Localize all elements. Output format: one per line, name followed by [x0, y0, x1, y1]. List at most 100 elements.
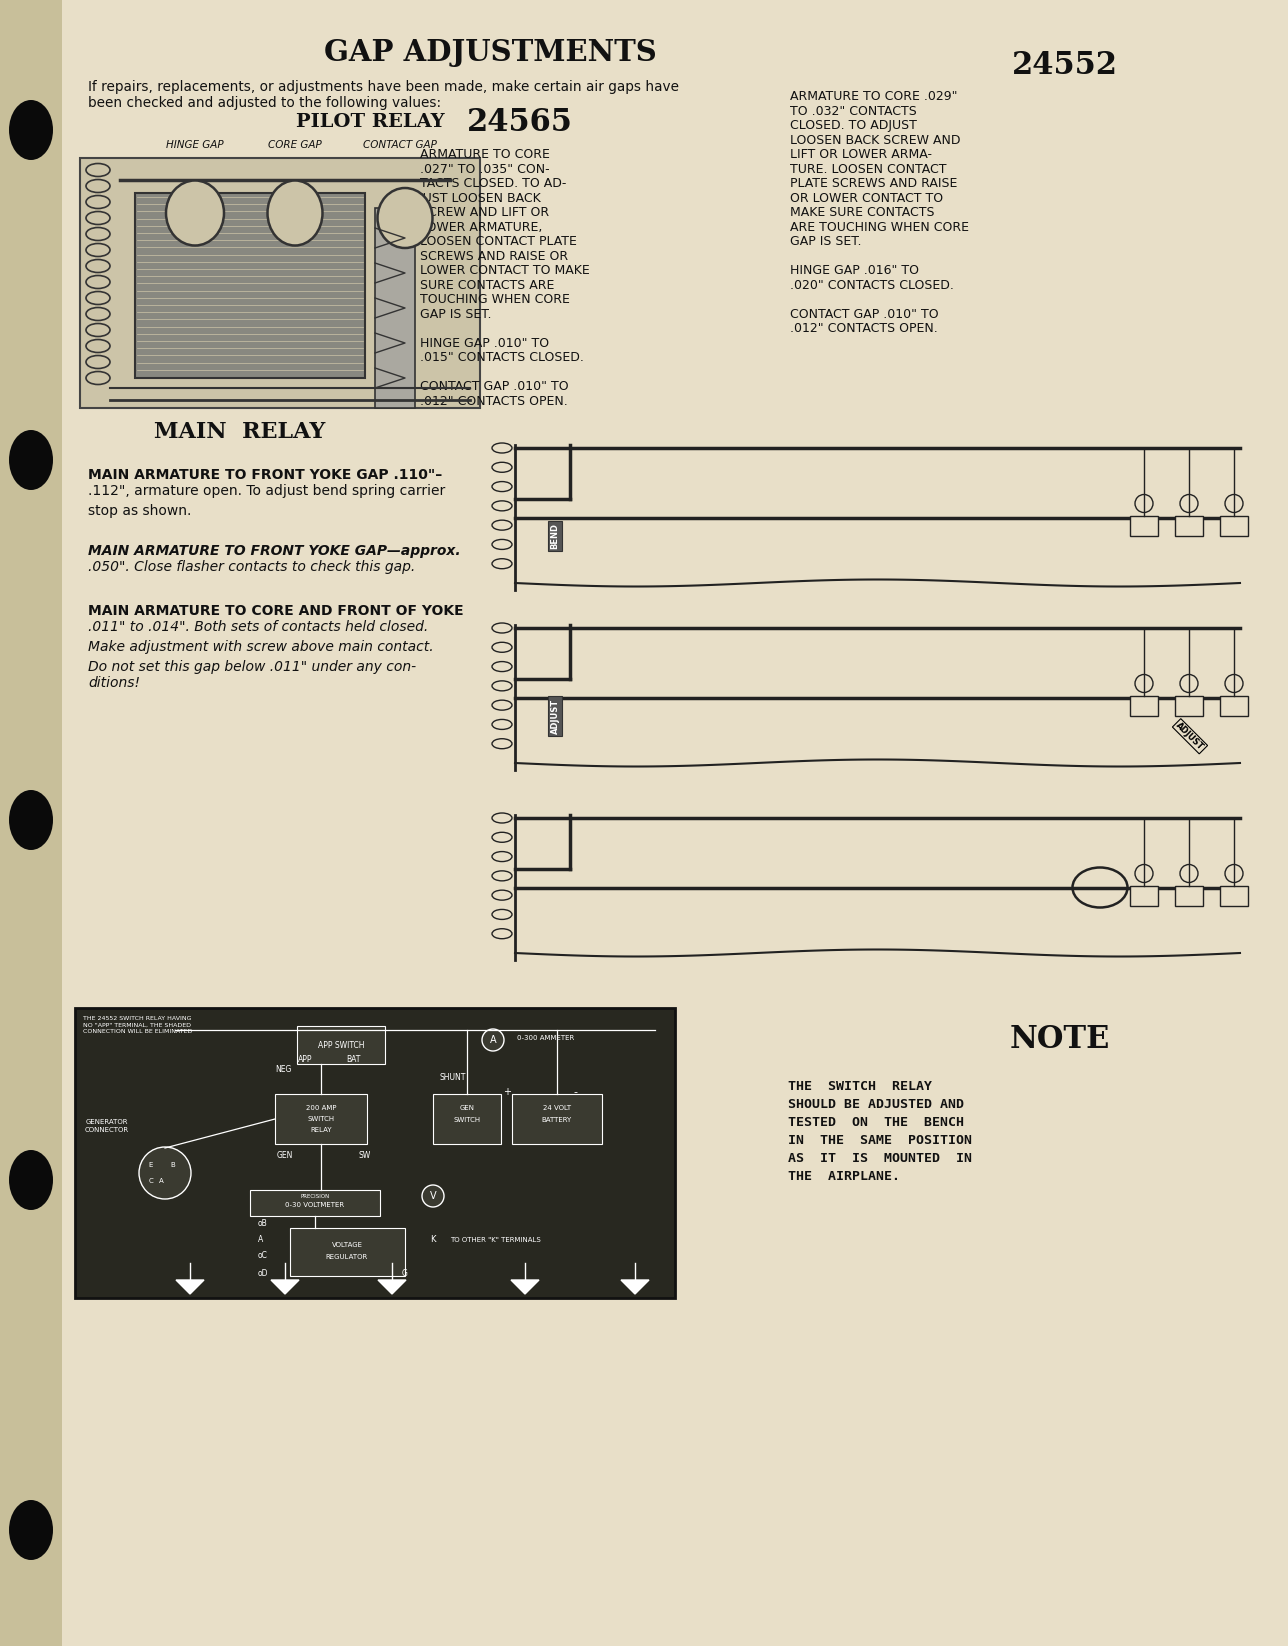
Text: 24 VOLT: 24 VOLT	[544, 1104, 571, 1111]
Text: ARMATURE TO CORE: ARMATURE TO CORE	[420, 148, 550, 161]
Text: CONTACT GAP .010" TO: CONTACT GAP .010" TO	[790, 308, 939, 321]
Text: CONTACT GAP .010" TO: CONTACT GAP .010" TO	[420, 380, 568, 393]
Text: PLATE SCREWS AND RAISE: PLATE SCREWS AND RAISE	[790, 178, 957, 189]
Ellipse shape	[1180, 864, 1198, 882]
Text: .012" CONTACTS OPEN.: .012" CONTACTS OPEN.	[420, 395, 568, 408]
Text: .011" to .014". Both sets of contacts held closed.: .011" to .014". Both sets of contacts he…	[88, 621, 428, 634]
Ellipse shape	[377, 188, 433, 249]
Text: A: A	[258, 1236, 263, 1244]
Text: NEG: NEG	[274, 1065, 291, 1075]
Text: TURE. LOOSEN CONTACT: TURE. LOOSEN CONTACT	[790, 163, 947, 176]
Ellipse shape	[1225, 494, 1243, 512]
Bar	[0, 0, 62, 1646]
Text: ADJUST: ADJUST	[550, 698, 559, 734]
Ellipse shape	[9, 100, 53, 160]
Bar	[513, 1095, 601, 1144]
Text: TESTED  ON  THE  BENCH: TESTED ON THE BENCH	[788, 1116, 963, 1129]
Text: PILOT RELAY: PILOT RELAY	[296, 114, 444, 132]
Text: Do not set this gap below .011" under any con-: Do not set this gap below .011" under an…	[88, 660, 416, 673]
Text: GEN: GEN	[460, 1104, 474, 1111]
Ellipse shape	[1180, 675, 1198, 693]
Bar	[1220, 515, 1248, 535]
Text: MAIN ARMATURE TO CORE AND FRONT OF YOKE: MAIN ARMATURE TO CORE AND FRONT OF YOKE	[88, 604, 464, 617]
Text: LOWER ARMATURE,: LOWER ARMATURE,	[420, 221, 542, 234]
Text: TOUCHING WHEN CORE: TOUCHING WHEN CORE	[420, 293, 569, 306]
Text: A: A	[158, 1179, 164, 1183]
Text: LOOSEN BACK SCREW AND: LOOSEN BACK SCREW AND	[790, 133, 961, 146]
Bar	[1175, 515, 1203, 535]
Polygon shape	[176, 1281, 204, 1294]
Ellipse shape	[422, 1185, 444, 1207]
Text: -: -	[573, 1086, 577, 1096]
Ellipse shape	[1135, 675, 1153, 693]
Text: 0-300 AMMETER: 0-300 AMMETER	[516, 1035, 574, 1040]
Bar	[290, 1228, 404, 1276]
Text: stop as shown.: stop as shown.	[88, 504, 192, 518]
Text: APP SWITCH: APP SWITCH	[318, 1040, 365, 1050]
Polygon shape	[511, 1281, 538, 1294]
Text: HINGE GAP .010" TO: HINGE GAP .010" TO	[420, 336, 549, 349]
Text: OR LOWER CONTACT TO: OR LOWER CONTACT TO	[790, 191, 943, 204]
Text: TACTS CLOSED. TO AD-: TACTS CLOSED. TO AD-	[420, 178, 567, 189]
Text: SCREWS AND RAISE OR: SCREWS AND RAISE OR	[420, 250, 568, 262]
Polygon shape	[270, 1281, 299, 1294]
Text: VOLTAGE: VOLTAGE	[331, 1243, 362, 1248]
Text: 200 AMP: 200 AMP	[305, 1104, 336, 1111]
Bar	[1130, 515, 1158, 535]
Bar	[1220, 696, 1248, 716]
Text: SHUNT: SHUNT	[439, 1073, 466, 1083]
Text: SHOULD BE ADJUSTED AND: SHOULD BE ADJUSTED AND	[788, 1098, 963, 1111]
Bar	[135, 193, 365, 379]
Text: THE  AIRPLANE.: THE AIRPLANE.	[788, 1170, 900, 1183]
Ellipse shape	[9, 1151, 53, 1210]
Text: THE 24552 SWITCH RELAY HAVING
NO "APP" TERMINAL, THE SHADED
CONNECTION WILL BE E: THE 24552 SWITCH RELAY HAVING NO "APP" T…	[82, 1016, 192, 1034]
Text: PRECISION: PRECISION	[300, 1193, 330, 1198]
Text: SWITCH: SWITCH	[308, 1116, 335, 1123]
Ellipse shape	[1135, 494, 1153, 512]
Text: LIFT OR LOWER ARMA-: LIFT OR LOWER ARMA-	[790, 148, 933, 161]
Ellipse shape	[1180, 494, 1198, 512]
Text: BEND: BEND	[550, 523, 559, 550]
Bar	[250, 1190, 380, 1216]
Ellipse shape	[166, 181, 224, 245]
Text: Make adjustment with screw above main contact.: Make adjustment with screw above main co…	[88, 640, 434, 653]
Bar	[1130, 696, 1158, 716]
Text: If repairs, replacements, or adjustments have been made, make certain air gaps h: If repairs, replacements, or adjustments…	[88, 81, 679, 94]
Text: TO OTHER "K" TERMINALS: TO OTHER "K" TERMINALS	[450, 1238, 541, 1243]
Text: C: C	[148, 1179, 153, 1183]
Text: ditions!: ditions!	[88, 677, 140, 690]
Text: ARE TOUCHING WHEN CORE: ARE TOUCHING WHEN CORE	[790, 221, 969, 234]
Ellipse shape	[139, 1147, 191, 1198]
Text: SWITCH: SWITCH	[453, 1118, 480, 1123]
Text: CONTACT GAP: CONTACT GAP	[363, 140, 437, 150]
Text: GENERATOR
CONNECTOR: GENERATOR CONNECTOR	[85, 1119, 129, 1132]
Text: HINGE GAP .016" TO: HINGE GAP .016" TO	[790, 263, 920, 277]
Text: ADJUST: ADJUST	[1175, 721, 1206, 752]
Text: GAP IS SET.: GAP IS SET.	[420, 308, 492, 321]
Text: LOOSEN CONTACT PLATE: LOOSEN CONTACT PLATE	[420, 235, 577, 249]
Text: A: A	[489, 1035, 496, 1045]
Text: K: K	[430, 1236, 435, 1244]
Text: SW: SW	[359, 1152, 371, 1160]
Text: GAP ADJUSTMENTS: GAP ADJUSTMENTS	[323, 38, 657, 66]
Bar	[433, 1095, 501, 1144]
Ellipse shape	[1225, 675, 1243, 693]
Text: .027" TO .035" CON-: .027" TO .035" CON-	[420, 163, 550, 176]
Text: V: V	[430, 1192, 437, 1202]
Text: oC: oC	[258, 1251, 268, 1261]
Bar	[375, 207, 415, 408]
Text: NOTE: NOTE	[1010, 1024, 1110, 1055]
Text: SURE CONTACTS ARE: SURE CONTACTS ARE	[420, 278, 554, 291]
Text: HINGE GAP: HINGE GAP	[166, 140, 224, 150]
Bar	[1175, 696, 1203, 716]
Polygon shape	[621, 1281, 649, 1294]
Ellipse shape	[482, 1029, 504, 1052]
Text: .050". Close flasher contacts to check this gap.: .050". Close flasher contacts to check t…	[88, 560, 415, 574]
Text: SCREW AND LIFT OR: SCREW AND LIFT OR	[420, 206, 549, 219]
Polygon shape	[377, 1281, 406, 1294]
Bar	[1175, 886, 1203, 905]
Bar	[276, 1095, 367, 1144]
Bar	[80, 158, 480, 408]
Text: CORE GAP: CORE GAP	[268, 140, 322, 150]
Text: been checked and adjusted to the following values:: been checked and adjusted to the followi…	[88, 95, 440, 110]
